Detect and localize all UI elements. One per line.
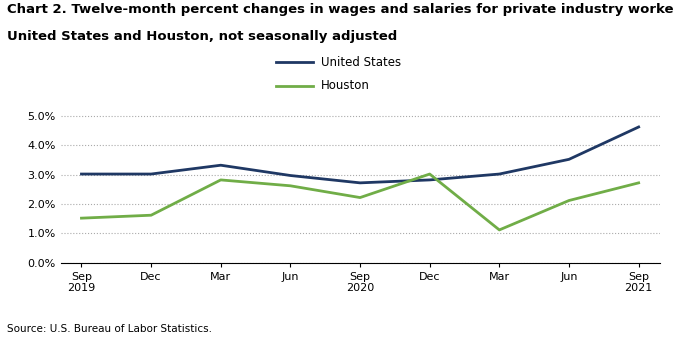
- Text: United States and Houston, not seasonally adjusted: United States and Houston, not seasonall…: [7, 30, 397, 43]
- Text: Houston: Houston: [321, 80, 370, 92]
- Text: Source: U.S. Bureau of Labor Statistics.: Source: U.S. Bureau of Labor Statistics.: [7, 324, 212, 334]
- Text: United States: United States: [321, 56, 401, 69]
- Text: Chart 2. Twelve-month percent changes in wages and salaries for private industry: Chart 2. Twelve-month percent changes in…: [7, 3, 673, 17]
